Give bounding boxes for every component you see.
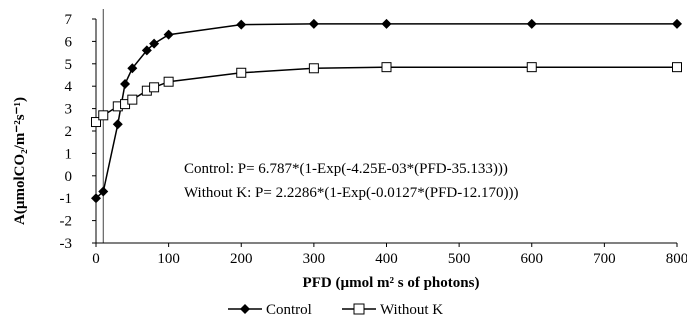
- x-tick-label: 200: [230, 251, 253, 267]
- data-point-square: [149, 82, 160, 93]
- y-tick-label: 0: [65, 169, 73, 185]
- data-point-diamond: [91, 193, 101, 204]
- data-point-diamond: [163, 29, 174, 40]
- data-point-square: [672, 62, 682, 73]
- y-tick-label: 1: [65, 146, 73, 162]
- data-point-diamond: [308, 18, 319, 29]
- annotation-control: Control: P= 6.787*(1-Exp(-4.25E-03*(PFD-…: [184, 161, 508, 177]
- series-line-1: [95, 66, 677, 123]
- data-point-square: [381, 62, 392, 73]
- legend-item-without-k: Without K: [342, 302, 443, 318]
- x-tick-label: 400: [375, 251, 398, 267]
- data-point-diamond: [141, 45, 152, 56]
- data-point-diamond: [236, 19, 247, 30]
- y-tick-label: -2: [60, 214, 73, 230]
- data-point-square: [163, 76, 174, 87]
- x-tick-label: 0: [92, 251, 100, 267]
- x-axis-title: PFD (µmol m² s of photons): [303, 275, 480, 291]
- series: [91, 18, 682, 204]
- legend-item-control: Control: [228, 302, 312, 318]
- legend-marker-square: [353, 303, 365, 315]
- x-tick-label: 700: [593, 251, 616, 267]
- y-tick-label: 2: [65, 124, 73, 140]
- data-point-square: [526, 62, 537, 73]
- data-point-diamond: [149, 38, 160, 49]
- x-tick-label: 500: [448, 251, 471, 267]
- y-tick-label: -3: [60, 236, 73, 252]
- y-tick-label: 5: [65, 57, 73, 73]
- data-point-square: [127, 94, 138, 105]
- x-tick-label: 300: [303, 251, 326, 267]
- data-point-diamond: [381, 18, 392, 29]
- x-tick-label: 100: [157, 251, 180, 267]
- data-point-square: [98, 110, 109, 121]
- data-point-diamond: [672, 18, 682, 29]
- data-point-square: [308, 63, 319, 74]
- y-tick-label: 7: [65, 12, 73, 28]
- annotation-without-k: Without K: P= 2.2286*(1-Exp(-0.0127*(PFD…: [184, 185, 519, 201]
- x-tick-label: 600: [521, 251, 544, 267]
- y-tick-label: -1: [60, 191, 73, 207]
- data-point-diamond: [526, 18, 537, 29]
- legend: Control Without K: [228, 302, 443, 318]
- y-axis-title: A(µmolCO₂/m⁻²s⁻¹): [12, 97, 28, 225]
- legend-label-without-k: Without K: [380, 302, 443, 318]
- data-point-square: [236, 67, 247, 78]
- data-point-diamond: [120, 78, 131, 89]
- y-tick-label: 4: [65, 79, 73, 95]
- x-tick-label: 800: [666, 251, 687, 267]
- data-point-diamond: [98, 186, 109, 197]
- y-tick-label: 6: [65, 34, 73, 50]
- legend-marker-diamond: [240, 304, 250, 314]
- data-point-diamond: [127, 63, 138, 74]
- data-point-diamond: [112, 119, 123, 130]
- legend-label-control: Control: [266, 302, 312, 318]
- data-point-square: [91, 117, 101, 128]
- axes: [95, 9, 677, 244]
- y-tick-label: 3: [65, 102, 73, 118]
- ticks: 0 100 200 300 400 500 600 700 800 -3 -2 -1 0 1 2 3 4 5 6 7: [60, 12, 687, 267]
